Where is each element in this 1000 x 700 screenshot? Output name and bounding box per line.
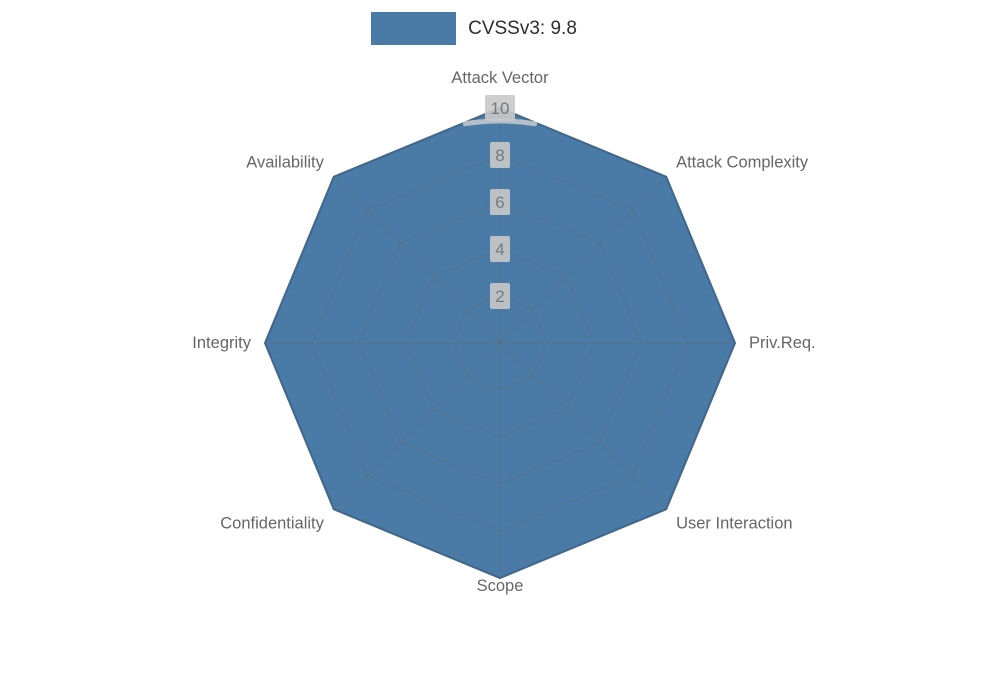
axis-label-priv-req-: Priv.Req. bbox=[749, 334, 816, 352]
outer-spine-arc bbox=[462, 118, 538, 127]
tick-label: 10 bbox=[491, 99, 510, 118]
tick-label: 6 bbox=[495, 193, 504, 212]
axis-spoke bbox=[333, 176, 501, 344]
axis-label-confidentiality: Confidentiality bbox=[220, 514, 324, 532]
axis-label-scope: Scope bbox=[477, 577, 524, 595]
axis-label-integrity: Integrity bbox=[192, 334, 251, 352]
axis-label-attack-vector: Attack Vector bbox=[451, 69, 549, 87]
axis-spoke bbox=[499, 342, 667, 510]
tick-label-bg bbox=[490, 283, 510, 309]
axis-label-user-interaction: User Interaction bbox=[676, 514, 792, 532]
axis-spoke bbox=[333, 342, 501, 510]
tick-label-bg bbox=[490, 236, 510, 262]
tick-label: 2 bbox=[495, 287, 504, 306]
legend-swatch bbox=[371, 12, 457, 45]
tick-label: 4 bbox=[495, 240, 504, 259]
axis-label-availability: Availability bbox=[246, 154, 324, 172]
axis-spoke bbox=[499, 176, 667, 344]
legend-label: CVSSv3: 9.8 bbox=[468, 17, 577, 39]
tick-label-bg bbox=[490, 189, 510, 215]
axis-label-attack-complexity: Attack Complexity bbox=[676, 154, 809, 172]
tick-label-bg bbox=[490, 142, 510, 168]
tick-label: 8 bbox=[495, 146, 504, 165]
tick-label-bg bbox=[485, 95, 515, 121]
legend: CVSSv3: 9.8 bbox=[0, 12, 974, 45]
